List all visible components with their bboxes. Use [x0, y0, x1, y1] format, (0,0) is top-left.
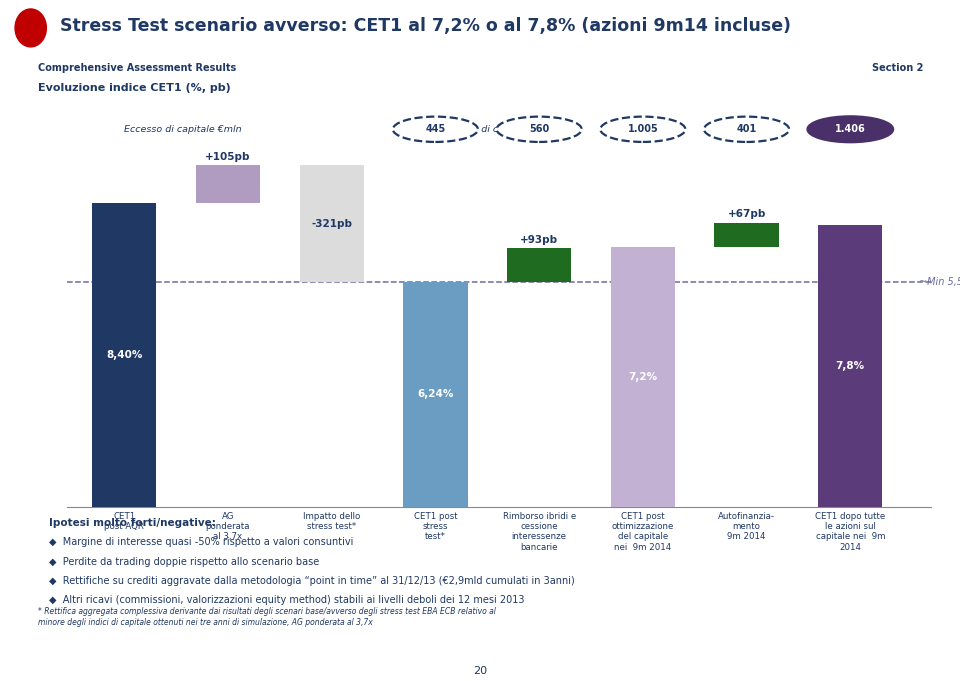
Text: CET1 dopo tutte
le azioni sul
capitale nei  9m
2014: CET1 dopo tutte le azioni sul capitale n…: [815, 511, 885, 552]
Text: 1.406: 1.406: [835, 125, 866, 134]
Text: ◆  Perdite da trading doppie rispetto allo scenario base: ◆ Perdite da trading doppie rispetto all…: [49, 557, 320, 567]
Ellipse shape: [393, 116, 478, 142]
Text: 6,24%: 6,24%: [418, 390, 453, 400]
Text: 1.005: 1.005: [628, 125, 659, 134]
Text: 401: 401: [736, 125, 756, 134]
Text: Stress Test scenario avverso: CET1 al 7,2% o al 7,8% (azioni 9m14 incluse): Stress Test scenario avverso: CET1 al 7,…: [60, 17, 790, 35]
Bar: [611, 247, 675, 507]
Text: ◆  Rettifiche su crediti aggravate dalla metodologia “point in time” al 31/12/13: ◆ Rettifiche su crediti aggravate dalla …: [49, 576, 575, 586]
Text: 20: 20: [473, 665, 487, 676]
Text: +105pb: +105pb: [205, 153, 251, 162]
Text: * Rettifica aggregata complessiva derivante dai risultati degli scenari base/avv: * Rettifica aggregata complessiva deriva…: [38, 607, 496, 627]
Circle shape: [15, 9, 46, 47]
Text: 560: 560: [529, 125, 549, 134]
Bar: [300, 165, 364, 282]
Bar: [196, 165, 260, 204]
Ellipse shape: [807, 116, 893, 142]
Text: Eccesso di capitale €mln: Eccesso di capitale €mln: [124, 125, 242, 133]
Text: 7,2%: 7,2%: [628, 372, 658, 382]
Text: CET1 post
ottimizzazione
del capitale
nei  9m 2014: CET1 post ottimizzazione del capitale ne…: [612, 511, 674, 552]
Text: CET1
post AQR: CET1 post AQR: [105, 511, 144, 531]
Text: ◆  Altri ricavi (commissioni, valorizzazioni equity method) stabili ai livelli d: ◆ Altri ricavi (commissioni, valorizzazi…: [49, 595, 525, 605]
Ellipse shape: [704, 116, 789, 142]
Ellipse shape: [600, 116, 685, 142]
Text: CET1 post
stress
test*: CET1 post stress test*: [414, 511, 457, 541]
Text: Impatto dello
stress test*: Impatto dello stress test*: [303, 511, 360, 531]
Text: 7,8%: 7,8%: [836, 361, 865, 371]
Text: 2: 2: [25, 20, 36, 35]
Text: ~Min 5,5%: ~Min 5,5%: [919, 276, 960, 287]
Text: Evoluzione indice CET1 (%, pb): Evoluzione indice CET1 (%, pb): [38, 83, 231, 93]
Text: 8,40%: 8,40%: [106, 351, 142, 360]
Text: +67pb: +67pb: [728, 209, 766, 219]
Text: Eccesso di capitale €mln: Eccesso di capitale €mln: [441, 125, 558, 133]
Text: Section 2: Section 2: [872, 63, 924, 73]
Bar: [714, 223, 779, 247]
Text: Ipotesi molto forti/negative:: Ipotesi molto forti/negative:: [49, 518, 216, 528]
Text: +93pb: +93pb: [520, 235, 558, 244]
Bar: [507, 248, 571, 282]
Text: AG
ponderata
al 3,7x: AG ponderata al 3,7x: [205, 511, 251, 541]
Text: 445: 445: [425, 125, 445, 134]
Ellipse shape: [496, 116, 582, 142]
Text: Autofinanzia-
mento
9m 2014: Autofinanzia- mento 9m 2014: [718, 511, 775, 541]
Text: Comprehensive Assessment Results: Comprehensive Assessment Results: [38, 63, 237, 73]
Bar: [818, 225, 882, 507]
Bar: [92, 204, 156, 507]
Text: -321pb: -321pb: [311, 219, 352, 229]
Text: Rimborso ibridi e
cessione
interessenze
bancarie: Rimborso ibridi e cessione interessenze …: [502, 511, 576, 552]
Bar: [403, 282, 468, 507]
Text: ◆  Margine di interesse quasi -50% rispetto a valori consuntivi: ◆ Margine di interesse quasi -50% rispet…: [49, 537, 353, 548]
